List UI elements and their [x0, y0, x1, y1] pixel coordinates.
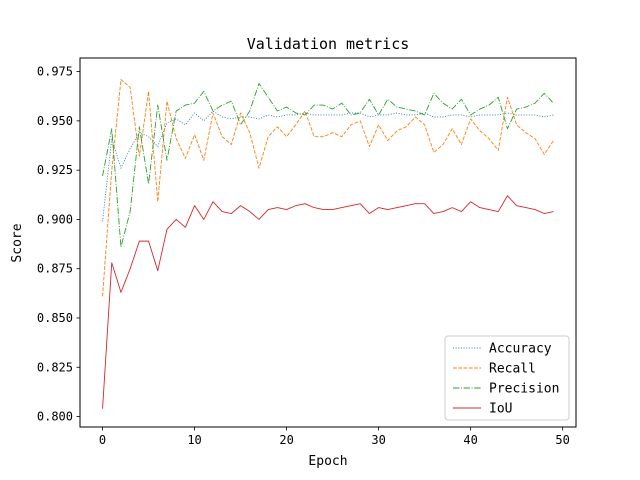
x-tick-label: 50 — [555, 433, 569, 447]
series-layer — [102, 79, 554, 409]
y-tick-label: 0.975 — [37, 65, 73, 79]
series-line-recall — [102, 79, 554, 297]
y-axis: 0.800 0.825 0.850 0.875 0.900 0.925 0.950 0.975 — [37, 65, 80, 424]
x-tick-label: 20 — [279, 433, 293, 447]
y-axis-label: Score — [10, 223, 25, 262]
y-tick-label: 0.850 — [37, 311, 73, 325]
legend: Accuracy Recall Precision IoU — [444, 335, 570, 421]
x-tick-label: 30 — [371, 433, 385, 447]
legend-box — [444, 335, 570, 421]
y-tick-label: 0.925 — [37, 163, 73, 177]
y-tick-label: 0.800 — [37, 410, 73, 424]
legend-label-recall: Recall — [489, 362, 536, 377]
y-tick-label: 0.900 — [37, 212, 73, 226]
legend-label-accuracy: Accuracy — [489, 342, 552, 357]
x-axis: 0 10 20 30 40 50 — [99, 427, 570, 447]
series-line-accuracy — [102, 110, 554, 222]
plot-frame — [79, 57, 577, 428]
legend-label-iou: IoU — [489, 402, 512, 417]
y-tick-label: 0.875 — [37, 262, 73, 276]
x-tick-label: 40 — [463, 433, 477, 447]
chart-title: Validation metrics — [247, 35, 410, 53]
series-line-iou — [102, 195, 554, 409]
y-tick-label: 0.950 — [37, 114, 73, 128]
legend-label-precision: Precision — [489, 382, 559, 397]
x-tick-label: 0 — [99, 433, 106, 447]
y-tick-label: 0.825 — [37, 360, 73, 374]
x-axis-label: Epoch — [308, 454, 347, 469]
x-tick-label: 10 — [187, 433, 201, 447]
series-line-precision — [102, 82, 554, 248]
